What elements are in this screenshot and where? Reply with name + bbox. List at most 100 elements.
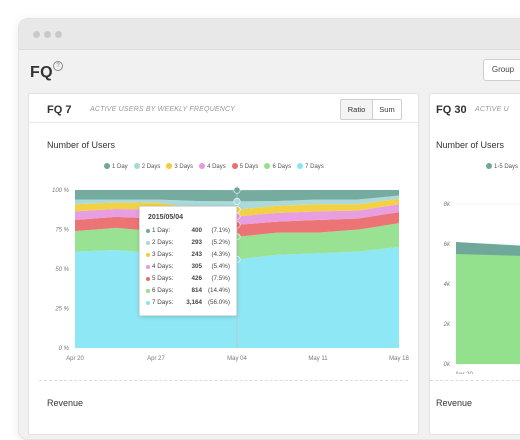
legend-item[interactable]: 1 Day xyxy=(104,163,128,170)
y-tick-label: 2k xyxy=(443,322,451,328)
tooltip-swatch-icon xyxy=(146,301,150,305)
card-subtitle: ACTIVE U xyxy=(475,106,509,113)
x-tick-label: Apr 27 xyxy=(147,356,165,362)
window-dot-maximize[interactable] xyxy=(55,31,62,38)
revenue-title: Revenue xyxy=(47,398,84,408)
tooltip-row-percent: (4.3%) xyxy=(211,251,230,258)
ratio-toggle-button[interactable]: Ratio xyxy=(340,99,373,120)
fq30-area-chart[interactable]: 8k 6k 4k 2k 0k Apr 20 xyxy=(430,174,520,374)
chart-legend: 1-5 Days xyxy=(486,163,520,170)
legend-label: 4 Days xyxy=(207,164,226,170)
y-tick-label: 0 % xyxy=(59,346,70,352)
tooltip-row: 3 Days: 243 (4.3%) xyxy=(146,251,236,261)
legend-swatch-icon xyxy=(264,163,271,169)
tooltip-row-name: 7 Days: xyxy=(152,299,174,306)
legend-label: 6 Days xyxy=(272,164,292,170)
y-tick-label: 6k xyxy=(444,242,451,248)
tooltip-row-percent: (7.1%) xyxy=(211,227,230,234)
legend-item[interactable]: 1-5 Days xyxy=(486,163,518,170)
card-title: FQ 30 xyxy=(436,104,467,116)
tooltip-swatch-icon xyxy=(146,229,150,233)
tooltip-row-name: 3 Days: xyxy=(152,251,174,258)
tooltip-row-name: 4 Days: xyxy=(152,263,174,270)
tooltip-swatch-icon xyxy=(146,241,150,245)
y-tick-label: 4k xyxy=(444,282,451,288)
tooltip-row-value: 293 xyxy=(191,239,202,246)
y-tick-label: 0k xyxy=(444,362,451,368)
section-divider xyxy=(430,380,520,381)
window-dot-close[interactable] xyxy=(33,31,40,38)
tooltip-row-name: 5 Days: xyxy=(152,275,174,282)
sum-toggle-button[interactable]: Sum xyxy=(372,99,402,120)
legend-swatch-icon xyxy=(231,163,238,169)
tooltip-row-percent: (7.5%) xyxy=(211,275,230,282)
window-dot-minimize[interactable] xyxy=(44,31,51,38)
tooltip-swatch-icon xyxy=(146,265,150,269)
tooltip-row-percent: (5.4%) xyxy=(211,263,230,270)
y-tick-label: 50 % xyxy=(55,267,69,273)
legend-item[interactable]: 2 Days xyxy=(133,163,161,170)
legend-swatch-icon xyxy=(166,163,173,169)
card-subtitle: ACTIVE USERS BY WEEKLY FREQUENCY xyxy=(90,106,236,113)
tooltip-row-percent: (56.0%) xyxy=(207,299,230,306)
legend-swatch-icon xyxy=(104,163,110,169)
y-tick-label: 100 % xyxy=(52,188,70,194)
tooltip-row-percent: (14.4%) xyxy=(207,287,230,294)
tooltip-row: 1 Day: 400 (7.1%) xyxy=(146,227,236,237)
card-title: FQ 7 xyxy=(47,104,72,116)
legend-swatch-icon xyxy=(297,163,304,169)
tooltip-row-value: 3,164 xyxy=(186,299,202,306)
y-tick-label: 75 % xyxy=(55,228,69,234)
tooltip-row-name: 2 Days: xyxy=(152,239,174,246)
title-bar xyxy=(19,19,520,50)
page-header: FQ ? Group xyxy=(19,50,520,88)
area-series-4-days[interactable] xyxy=(75,204,399,225)
tooltip-row-value: 426 xyxy=(191,275,202,282)
y-tick-label: 8k xyxy=(444,202,451,208)
fq30-card: FQ 30 ACTIVE U Number of Users 1-5 Days … xyxy=(429,93,520,435)
tooltip-swatch-icon xyxy=(146,253,150,257)
hover-marker xyxy=(233,186,241,194)
area-series-1[interactable] xyxy=(456,254,520,364)
legend-label: 7 Days xyxy=(305,164,324,170)
tooltip-row: 7 Days: 3,164 (56.0%) xyxy=(146,299,236,309)
legend-label: 3 Days xyxy=(174,164,194,170)
x-tick-label: May 04 xyxy=(227,356,247,362)
x-tick-label: May 11 xyxy=(308,356,328,362)
tooltip-row-value: 243 xyxy=(191,251,202,258)
legend-item[interactable]: 4 Days xyxy=(199,163,226,170)
legend-item[interactable]: 5 Days xyxy=(231,163,259,170)
y-tick-label: 25 % xyxy=(54,307,69,313)
fq7-card-header: FQ 7 ACTIVE USERS BY WEEKLY FREQUENCY Ra… xyxy=(29,94,418,123)
area-series-3-days[interactable] xyxy=(75,198,399,217)
tooltip-row-value: 814 xyxy=(191,287,202,294)
legend-item[interactable]: 7 Days xyxy=(297,163,324,170)
legend-label: 1-5 Days xyxy=(494,164,519,170)
legend-item[interactable]: 6 Days xyxy=(264,163,291,170)
tooltip-row-value: 400 xyxy=(191,227,202,234)
fq30-card-header: FQ 30 ACTIVE U xyxy=(430,94,520,122)
revenue-title: Revenue xyxy=(436,398,473,408)
legend-item[interactable]: 3 Days xyxy=(166,163,193,170)
legend-label: 5 Days xyxy=(239,164,259,170)
chart-title: Number of Users xyxy=(47,140,116,150)
tooltip-row-percent: (5.2%) xyxy=(211,239,230,246)
tooltip-row-name: 6 Days: xyxy=(152,287,174,294)
help-icon[interactable]: ? xyxy=(53,61,63,71)
legend-label: 2 Days xyxy=(141,164,161,170)
chart-title: Number of Users xyxy=(436,140,505,150)
chart-legend: 1 Day 2 Days 3 Days 4 Days 5 Days 6 Days 7 Day… xyxy=(104,163,330,170)
fq7-card: FQ 7 ACTIVE USERS BY WEEKLY FREQUENCY Ra… xyxy=(28,93,419,435)
section-divider xyxy=(39,380,408,381)
group-button[interactable]: Group xyxy=(483,59,520,81)
tooltip-date: 2015/05/04 xyxy=(148,214,184,221)
tooltip-row: 2 Days: 293 (5.2%) xyxy=(146,239,236,249)
legend-label: 1 Day xyxy=(112,164,128,170)
tooltip-row: 6 Days: 814 (14.4%) xyxy=(146,287,236,297)
x-tick-label: Apr 20 xyxy=(66,356,84,362)
app-window: FQ ? Group FQ 7 ACTIVE USERS BY WEEKLY F… xyxy=(18,18,520,440)
chart-tooltip: 2015/05/04 1 Day: 400 (7.1%) 2 Days: 293 (5.2… xyxy=(139,206,237,316)
tooltip-row: 5 Days: 426 (7.5%) xyxy=(146,275,236,285)
tooltip-row: 4 Days: 305 (5.4%) xyxy=(146,263,236,273)
tooltip-row-name: 1 Day: xyxy=(152,227,171,234)
